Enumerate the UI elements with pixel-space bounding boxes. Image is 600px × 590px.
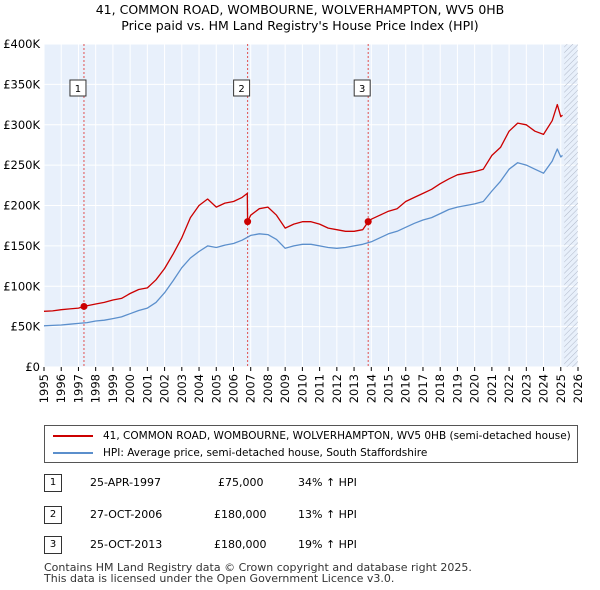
x-tick-label: 2012 <box>330 374 344 403</box>
legend: 41, COMMON ROAD, WOMBOURNE, WOLVERHAMPTO… <box>44 425 578 463</box>
sale-label-2: 2 <box>233 79 251 97</box>
transaction-hpi-change: 13% ↑ HPI <box>298 508 357 521</box>
transaction-date: 25-OCT-2013 <box>90 538 163 551</box>
y-tick-label: £250K <box>3 158 40 172</box>
sale-label-text: 1 <box>75 84 81 95</box>
sale-point-1 <box>80 302 88 310</box>
table-row: 2 27-OCT-2006 £180,000 13% ↑ HPI <box>44 506 600 526</box>
transaction-price: £180,000 <box>214 538 267 551</box>
sale-label-box <box>69 79 87 97</box>
y-tick-label: £200K <box>3 199 40 213</box>
x-tick-label: 2016 <box>399 374 413 403</box>
sale-label-1: 1 <box>69 79 87 97</box>
x-tick-label: 2002 <box>158 374 172 403</box>
price-chart: 1 2 3 £0 £50K £100K £150K £200K £250K £300K £350K… <box>3 37 585 403</box>
transaction-hpi-change: 19% ↑ HPI <box>298 538 357 551</box>
x-tick-label: 2000 <box>123 374 137 403</box>
sale-point-2 <box>244 218 252 226</box>
y-tick-label: £350K <box>3 77 40 91</box>
x-tick-label: 1995 <box>37 374 51 403</box>
chart-title: 41, COMMON ROAD, WOMBOURNE, WOLVERHAMPTO… <box>95 2 505 17</box>
transaction-date: 25-APR-1997 <box>90 476 162 489</box>
legend-item-property: 41, COMMON ROAD, WOMBOURNE, WOLVERHAMPTO… <box>53 428 571 444</box>
y-tick-label: £50K <box>11 320 41 334</box>
table-row: 1 25-APR-1997 £75,000 34% ↑ HPI <box>44 474 600 494</box>
x-tick-label: 2005 <box>209 374 223 403</box>
x-tick-label: 2017 <box>416 374 430 403</box>
transaction-number: 2 <box>44 506 62 524</box>
y-tick-label: £0 <box>25 360 40 374</box>
x-tick-label: 2026 <box>571 374 585 403</box>
x-tick-label: 2014 <box>364 374 378 403</box>
y-tick-label: £300K <box>3 118 40 132</box>
x-tick-label: 2025 <box>554 374 568 403</box>
series-lines <box>43 103 563 327</box>
sale-label-text: 2 <box>238 84 244 95</box>
x-tick-label: 2008 <box>261 374 275 403</box>
x-tick-label: 2023 <box>519 374 533 403</box>
sale-point-3 <box>364 218 372 226</box>
x-tick-label: 2021 <box>485 374 499 403</box>
x-tick-label: 2024 <box>537 374 551 403</box>
x-tick-label: 1998 <box>89 374 103 403</box>
x-tick-label: 2003 <box>175 374 189 403</box>
x-tick-label: 2001 <box>140 374 154 403</box>
x-tick-label: 2015 <box>382 374 396 403</box>
y-tick-label: £400K <box>3 37 40 51</box>
transaction-price: £75,000 <box>218 476 264 489</box>
transaction-date: 27-OCT-2006 <box>90 508 163 521</box>
x-tick-label: 2018 <box>433 374 447 403</box>
footer: Contains HM Land Registry data © Crown c… <box>44 562 472 584</box>
x-tick-label: 2011 <box>313 374 327 403</box>
y-tick-label: £150K <box>3 239 40 253</box>
hpi-line <box>43 148 563 327</box>
x-tick-label: 2007 <box>244 374 258 403</box>
x-tick-label: 2013 <box>347 374 361 403</box>
x-tick-label: 2020 <box>468 374 482 403</box>
transaction-number: 3 <box>44 536 62 554</box>
footer-copyright: Contains HM Land Registry data © Crown c… <box>44 561 472 574</box>
sale-points <box>80 218 372 310</box>
footer-licence: This data is licensed under the Open Gov… <box>44 572 395 585</box>
y-tick-label: £100K <box>3 279 40 293</box>
forecast-hatch-area <box>564 44 578 367</box>
property-price-line <box>43 103 563 312</box>
x-tick-label: 1996 <box>54 374 68 403</box>
sale-labels: 1 2 3 <box>69 79 371 97</box>
chart-subtitle: Price paid vs. HM Land Registry's House … <box>121 18 479 33</box>
x-tick-label: 2010 <box>295 374 309 403</box>
legend-label-property: 41, COMMON ROAD, WOMBOURNE, WOLVERHAMPTO… <box>103 430 571 442</box>
sale-label-3: 3 <box>353 79 371 97</box>
x-tick-label: 2004 <box>192 374 206 403</box>
sale-label-text: 3 <box>359 84 365 95</box>
legend-swatch-property <box>53 435 93 437</box>
x-tick-label: 1999 <box>106 374 120 403</box>
x-tick-label: 2006 <box>226 374 240 403</box>
transaction-hpi-change: 34% ↑ HPI <box>298 476 357 489</box>
x-tick-label: 2019 <box>450 374 464 403</box>
sale-label-box <box>353 79 371 97</box>
x-tick-label: 1997 <box>71 374 85 403</box>
sale-label-box <box>233 79 251 97</box>
legend-item-hpi: HPI: Average price, semi-detached house,… <box>53 445 427 461</box>
x-tick-label: 2009 <box>278 374 292 403</box>
table-row: 3 25-OCT-2013 £180,000 19% ↑ HPI <box>44 536 600 556</box>
x-tick-label: 2022 <box>502 374 516 403</box>
transaction-number: 1 <box>44 474 62 492</box>
transaction-price: £180,000 <box>214 508 267 521</box>
legend-swatch-hpi <box>53 452 93 454</box>
axes: £0 £50K £100K £150K £200K £250K £300K £350K £400… <box>3 37 585 403</box>
legend-label-hpi: HPI: Average price, semi-detached house,… <box>103 447 428 459</box>
